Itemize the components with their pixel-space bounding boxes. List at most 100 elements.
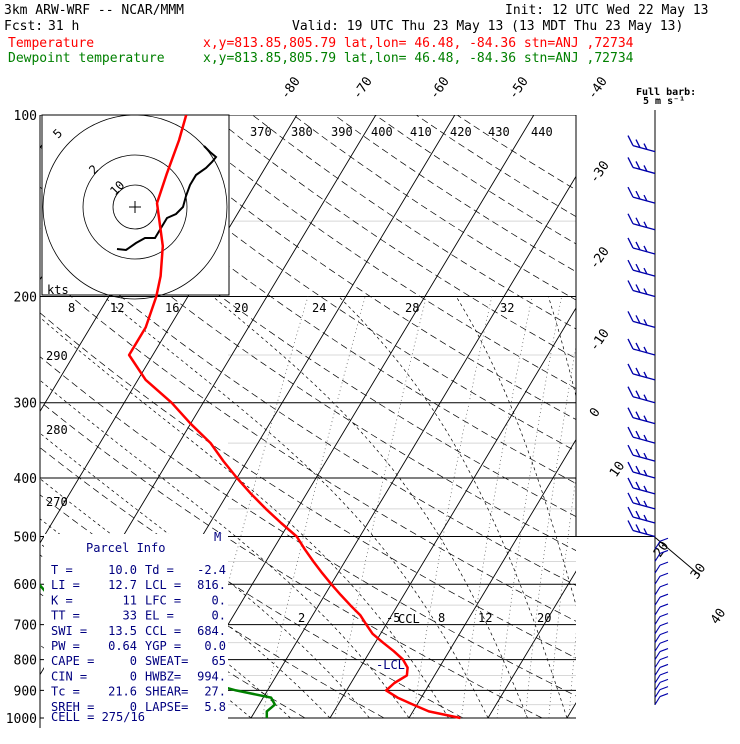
parcel-info-key: SHEAR= xyxy=(145,685,188,699)
parcel-info-key: T = xyxy=(51,563,73,577)
pressure-tick-label: 600 xyxy=(14,578,37,593)
parcel-info-key: CCL = xyxy=(145,624,181,638)
wind-barb xyxy=(628,478,655,494)
parcel-info-value: 12.7 xyxy=(108,578,137,592)
isotherm-label: 20 xyxy=(651,539,672,560)
parcel-info-m-label: M xyxy=(214,530,221,544)
parcel-info-key: LCL = xyxy=(145,578,181,592)
wind-barb xyxy=(628,364,655,380)
wind-barb xyxy=(628,187,655,203)
mixing-ratio-line xyxy=(462,297,533,719)
parcel-info-key: Tc = xyxy=(51,685,80,699)
parcel-info-key: SWEAT= xyxy=(145,654,188,668)
mixing-ratio-line xyxy=(262,297,365,719)
isotherm-line xyxy=(330,115,692,718)
parcel-info-key: YGP = xyxy=(145,639,181,653)
mixing-ratio-line xyxy=(497,297,562,719)
wind-barb xyxy=(628,445,655,461)
pressure-tick-label: 800 xyxy=(14,654,37,669)
parcel-info-value: 10.0 xyxy=(108,563,137,577)
forecast-label: Fcst: xyxy=(4,19,43,34)
moist-adiabat-line xyxy=(456,297,606,719)
moist-adiabat-line xyxy=(339,297,567,719)
mixing-ratio-label: 32 xyxy=(500,301,514,315)
header: 3km ARW-WRF -- NCAR/MMM Init: 12 UTC Wed… xyxy=(4,3,709,66)
parcel-info-value: 994. xyxy=(197,669,226,683)
parcel-info-value: 0. xyxy=(212,593,226,607)
parcel-info-value: 33 xyxy=(123,609,137,623)
parcel-info-key: CIN = xyxy=(51,669,87,683)
pressure-tick-label: 900 xyxy=(14,684,37,699)
wind-barb xyxy=(628,520,655,536)
dry-adiabat-line xyxy=(416,115,740,718)
parcel-info-value: 0 xyxy=(130,654,137,668)
pressure-tick-label: 400 xyxy=(14,472,37,487)
isotherm-label: -80 xyxy=(278,74,304,102)
isotherm-label: 30 xyxy=(688,561,709,582)
parcel-info-value: 0. xyxy=(212,609,226,623)
temperature-location: x,y=813.85,805.79 lat,lon= 46.48, -84.36… xyxy=(203,36,634,51)
parcel-info-key: LAPSE= xyxy=(145,700,188,714)
dewpoint-location: x,y=813.85,805.79 lat,lon= 46.48, -84.36… xyxy=(203,51,634,66)
wind-barb xyxy=(628,260,655,276)
isotherm-label: -70 xyxy=(350,74,376,102)
parcel-info-key: TT = xyxy=(51,609,80,623)
parcel-info-value: -2.4 xyxy=(197,563,226,577)
mixing-ratio-label: 8 xyxy=(438,611,445,625)
isotherm-label: -40 xyxy=(585,74,611,102)
mixing-ratio-label: 24 xyxy=(312,301,326,315)
parcel-info-key: LI = xyxy=(51,578,80,592)
theta-label: 430 xyxy=(488,125,510,139)
barb-legend-units: 5 m s⁻¹ xyxy=(643,96,685,107)
side-label-290: 290 xyxy=(46,349,68,363)
mixing-ratio-label: 2 xyxy=(298,611,305,625)
pressure-tick-label: 500 xyxy=(14,530,37,545)
wind-barb xyxy=(628,387,655,403)
theta-label: 420 xyxy=(450,125,472,139)
wind-barb xyxy=(628,339,655,355)
parcel-info-value: 21.6 xyxy=(108,685,137,699)
mixing-ratio-label: 8 xyxy=(68,301,75,315)
parcel-info-cell: CELL = 275/16 xyxy=(51,710,145,724)
parcel-info-value: 0 xyxy=(130,669,137,683)
wind-barb xyxy=(655,657,668,668)
wind-barb xyxy=(628,157,655,173)
mixing-ratio-label: 28 xyxy=(405,301,419,315)
lcl-label: -LCL xyxy=(376,658,405,672)
parcel-info-key: HWBZ= xyxy=(145,669,181,683)
parcel-info-value: 684. xyxy=(197,624,226,638)
parcel-info-value: 11 xyxy=(123,593,137,607)
pressure-tick-label: 300 xyxy=(14,397,37,412)
parcel-info-key: LFC = xyxy=(145,593,181,607)
mixing-ratio-label: 12 xyxy=(110,301,124,315)
model-title: 3km ARW-WRF -- NCAR/MMM xyxy=(4,3,184,18)
parcel-info-key: SWI = xyxy=(51,624,87,638)
wind-barb xyxy=(628,136,655,152)
wind-barb xyxy=(628,427,655,443)
isotherm-line xyxy=(409,115,740,718)
forecast-hour: 31 h xyxy=(48,19,79,34)
moist-adiabat-line xyxy=(213,297,528,719)
isotherm-line xyxy=(488,115,740,718)
isotherm-line xyxy=(725,115,740,718)
side-label-270: 270 xyxy=(46,495,68,509)
wind-barb xyxy=(655,604,668,615)
barb-legend: Full barb: 5 m s⁻¹ xyxy=(636,87,696,107)
isotherm-line xyxy=(646,115,740,718)
parcel-info-key: PW = xyxy=(51,639,80,653)
mixing-ratio-line xyxy=(549,297,605,719)
wind-barbs xyxy=(628,136,668,705)
side-label-280: 280 xyxy=(46,423,68,437)
wind-barb xyxy=(655,584,668,595)
theta-label: 380 xyxy=(291,125,313,139)
hodograph-side-labels: 290 280 270 xyxy=(46,349,68,509)
parcel-info-value: 5.8 xyxy=(204,700,226,714)
dry-adiabat-line xyxy=(212,115,740,718)
pressure-tick-label: 200 xyxy=(14,291,37,306)
isotherm-line xyxy=(251,115,613,718)
parcel-info-value: 816. xyxy=(197,578,226,592)
moist-adiabat-line xyxy=(548,297,646,719)
wind-barb xyxy=(628,214,655,230)
